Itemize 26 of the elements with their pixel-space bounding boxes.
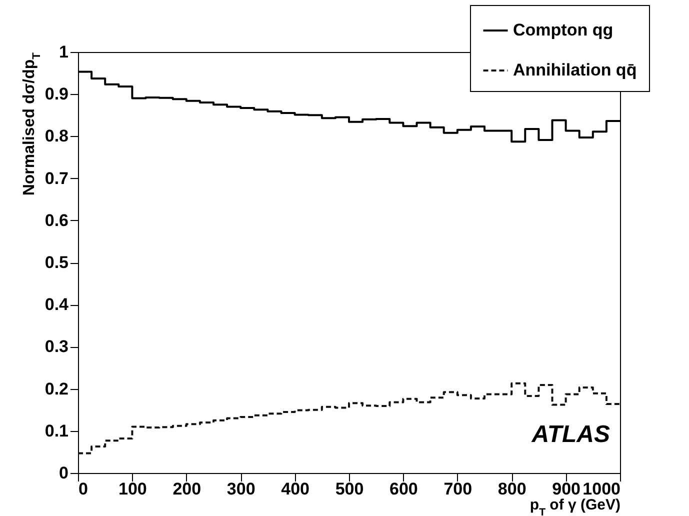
x-tick-label: 600	[390, 480, 418, 498]
x-tick-label: 900	[552, 480, 580, 498]
x-axis-title: p$_{T}$ of γ (GeV)	[530, 496, 620, 516]
annotation: ATLAS	[530, 421, 610, 448]
x-tick-label: 700	[444, 480, 472, 498]
x-tick-label: 500	[335, 480, 364, 498]
x-tick-label: 0	[78, 480, 88, 498]
y-tick-label: 1	[59, 42, 68, 62]
y-tick-label: 0.4	[44, 295, 70, 314]
legend-label: Compton qg	[513, 20, 614, 40]
y-tick-label: 0.5	[44, 253, 68, 272]
x-tick-label: 100	[118, 480, 147, 498]
x-tick-label: 800	[498, 480, 526, 498]
y-tick-label: 0.1	[44, 421, 68, 440]
y-tick-label: 0.2	[44, 379, 68, 398]
y-tick-label: 0.8	[44, 126, 68, 146]
y-tick-label: 0	[59, 464, 68, 482]
y-tick-label: 0.9	[44, 84, 68, 104]
legend-label: Annihilation qq̄	[513, 60, 637, 80]
y-tick-label: 0.3	[44, 337, 68, 356]
x-tick-label: 1000	[582, 480, 620, 498]
x-tick-label: 300	[226, 480, 256, 498]
x-tick-label: 200	[172, 480, 202, 498]
y-tick-label: 0.7	[44, 168, 68, 188]
x-tick-label: 400	[281, 480, 310, 498]
y-tick-label: 0.6	[44, 210, 68, 230]
